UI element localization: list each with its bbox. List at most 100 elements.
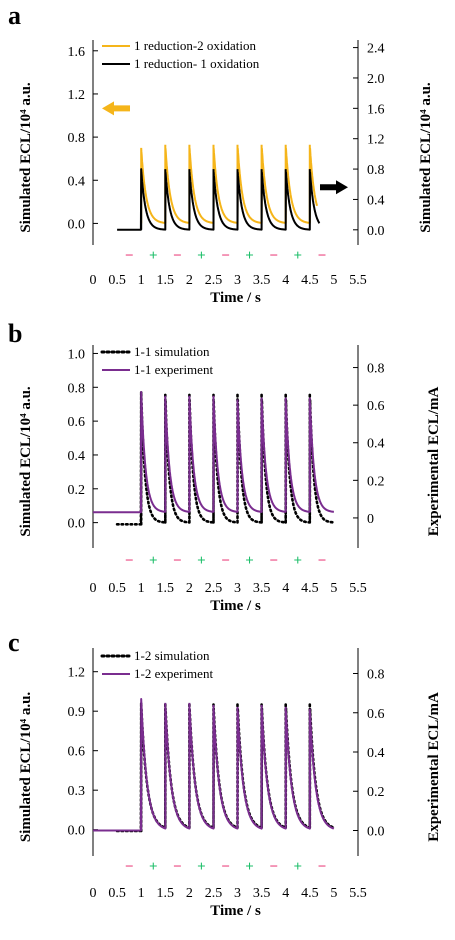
left-tick-label: 1.2 <box>68 88 86 103</box>
panel-c: 0.0 0.3 0.6 0.9 1.2 0.0 0.2 0.4 0.6 0.8 0 0.5 1 1.5 2 2… <box>18 648 442 919</box>
x-tick-label: 3 <box>234 273 241 288</box>
x-tick-label: 2 <box>186 273 193 288</box>
minus-mark: − <box>269 553 278 569</box>
x-tick-label: 4 <box>282 581 289 596</box>
minus-mark: − <box>318 553 327 569</box>
x-tick-label: 5.5 <box>349 581 367 596</box>
plus-mark: + <box>245 859 254 875</box>
x-tick-label: 3 <box>234 886 241 901</box>
left-tick-label: 0.2 <box>68 483 86 498</box>
left-tick-label: 0.0 <box>68 824 86 839</box>
x-axis-label: Time / s <box>210 903 261 919</box>
right-y-axis-label: Simulated ECL/10⁴ a.u. <box>418 82 434 233</box>
panel-label-c: c <box>8 628 20 657</box>
plus-mark: + <box>197 859 206 875</box>
right-tick-label: 1.6 <box>367 102 385 117</box>
x-tick-label: 3.5 <box>253 273 271 288</box>
left-tick-label: 0.3 <box>68 784 86 799</box>
minus-mark: − <box>221 859 230 875</box>
x-tick-label: 0 <box>90 886 97 901</box>
x-tick-label: 0 <box>90 273 97 288</box>
left-tick-label: 0.8 <box>68 381 86 396</box>
minus-mark: − <box>173 553 182 569</box>
legend-label: 1-1 experiment <box>134 362 213 377</box>
x-tick-label: 0.5 <box>108 581 126 596</box>
x-tick-label: 4.5 <box>301 886 319 901</box>
y-axis-label: Simulated ECL/10⁴ a.u. <box>18 82 34 233</box>
plus-mark: + <box>149 553 158 569</box>
right-tick-label: 0.6 <box>367 399 385 414</box>
plus-mark: + <box>293 553 302 569</box>
x-tick-label: 5 <box>330 581 337 596</box>
minus-mark: − <box>173 248 182 264</box>
y-axis-label: Simulated ECL/10⁴ a.u. <box>18 692 34 843</box>
right-tick-label: 0.8 <box>367 163 385 178</box>
right-tick-label: 0.6 <box>367 707 385 722</box>
left-arrow-icon <box>102 101 130 116</box>
panel-label-a: a <box>8 1 21 30</box>
plus-mark: + <box>245 553 254 569</box>
right-tick-label: 2.0 <box>367 72 385 87</box>
legend-label: 1-2 simulation <box>134 648 210 663</box>
panel-a: 0.0 0.4 0.8 1.2 1.6 0.0 0.4 0.8 1.2 1.6 2.0 2.4 0 0.5… <box>18 38 434 306</box>
minus-mark: − <box>318 248 327 264</box>
right-tick-label: 0.8 <box>367 668 385 683</box>
x-tick-label: 5.5 <box>349 886 367 901</box>
right-y-axis-label: Experimental ECL/mA <box>426 387 442 537</box>
x-tick-label: 2 <box>186 886 193 901</box>
left-tick-label: 1.6 <box>68 45 86 60</box>
plus-mark: + <box>293 859 302 875</box>
x-axis-label: Time / s <box>210 598 261 614</box>
left-tick-label: 0.6 <box>68 745 86 760</box>
right-tick-label: 0.8 <box>367 362 385 377</box>
right-tick-label: 0.2 <box>367 785 385 800</box>
right-tick-label: 0.4 <box>367 193 385 208</box>
plus-mark: + <box>197 248 206 264</box>
x-tick-label: 1.5 <box>157 581 175 596</box>
x-tick-label: 5 <box>330 886 337 901</box>
minus-mark: − <box>269 859 278 875</box>
left-tick-label: 0.9 <box>68 705 86 720</box>
right-tick-label: 0.2 <box>367 474 385 489</box>
legend-label: 1-2 experiment <box>134 666 213 681</box>
right-tick-label: 2.4 <box>367 42 385 57</box>
x-tick-label: 0.5 <box>108 273 126 288</box>
legend-label: 1 reduction-2 oxidation <box>134 38 257 53</box>
plus-mark: + <box>197 553 206 569</box>
plus-mark: + <box>293 248 302 264</box>
right-tick-label: 0.4 <box>367 437 385 452</box>
right-y-axis-label: Experimental ECL/mA <box>426 692 442 842</box>
x-tick-label: 4.5 <box>301 581 319 596</box>
right-tick-label: 0 <box>367 512 374 527</box>
x-tick-label: 4 <box>282 886 289 901</box>
series-line <box>116 168 321 231</box>
y-axis-label: Simulated ECL/10⁴ a.u. <box>18 386 34 537</box>
x-tick-label: 2 <box>186 581 193 596</box>
plus-mark: + <box>149 859 158 875</box>
x-tick-label: 4.5 <box>301 273 319 288</box>
legend-label: 1-1 simulation <box>134 344 210 359</box>
panel-b: 0.0 0.2 0.4 0.6 0.8 1.0 0 0.2 0.4 0.6 0.8 0 0.5 1 1.5 2… <box>18 344 442 614</box>
left-tick-label: 0.0 <box>68 217 86 232</box>
x-tick-label: 4 <box>282 273 289 288</box>
x-tick-label: 1 <box>138 886 145 901</box>
x-tick-label: 1.5 <box>157 886 175 901</box>
legend-label: 1 reduction- 1 oxidation <box>134 56 260 71</box>
right-tick-label: 0.4 <box>367 746 385 761</box>
minus-mark: − <box>173 859 182 875</box>
x-tick-label: 5 <box>330 273 337 288</box>
plus-mark: + <box>245 248 254 264</box>
minus-mark: − <box>318 859 327 875</box>
x-tick-label: 0.5 <box>108 886 126 901</box>
right-tick-label: 1.2 <box>367 133 385 148</box>
left-tick-label: 0.6 <box>68 415 86 430</box>
left-tick-label: 0.4 <box>68 174 86 189</box>
left-tick-label: 0.0 <box>68 517 86 532</box>
panel-label-b: b <box>8 319 22 348</box>
x-tick-label: 1.5 <box>157 273 175 288</box>
x-tick-label: 3.5 <box>253 581 271 596</box>
plus-mark: + <box>149 248 158 264</box>
x-tick-label: 3 <box>234 581 241 596</box>
x-tick-label: 1 <box>138 273 145 288</box>
x-tick-label: 1 <box>138 581 145 596</box>
